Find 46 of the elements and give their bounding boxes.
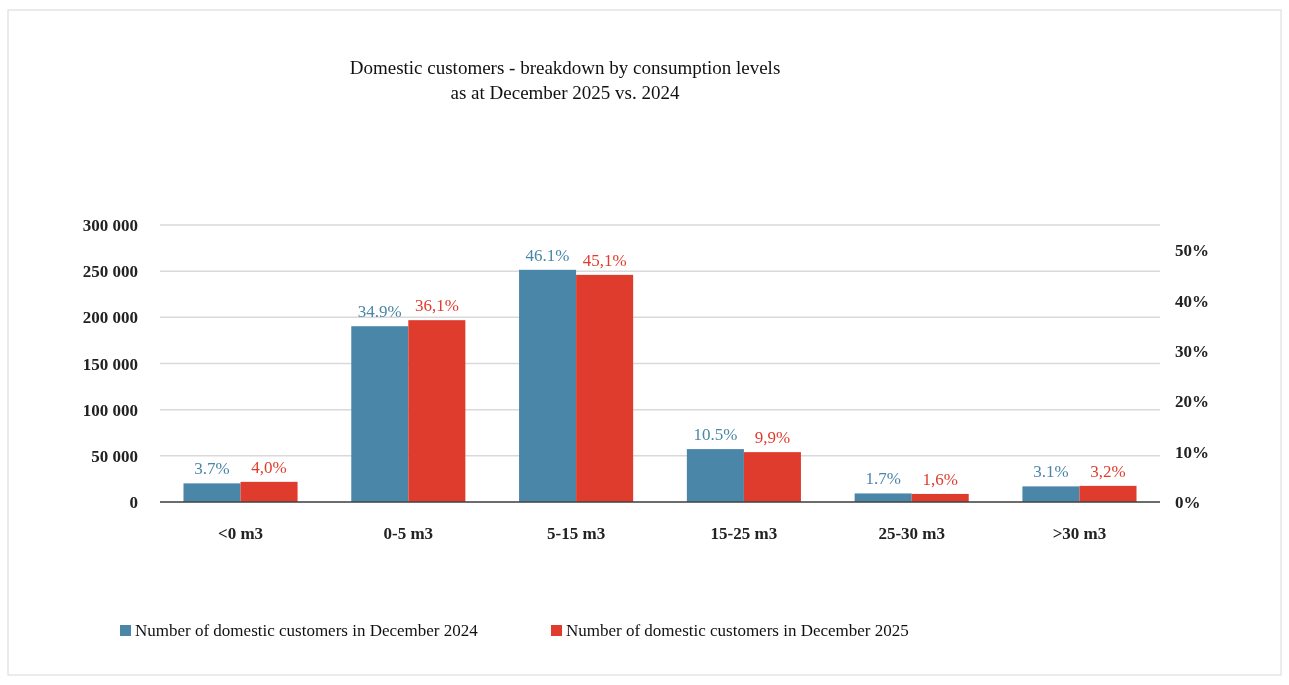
y2-tick-label: 40% <box>1175 291 1209 311</box>
data-label: 34.9% <box>357 302 402 322</box>
bar <box>240 481 298 502</box>
bar <box>576 274 634 502</box>
y-tick-label: 100 000 <box>82 400 138 420</box>
chart-subtitle: as at December 2025 vs. 2024 <box>450 82 680 103</box>
bar <box>183 483 241 502</box>
data-label: 46.1% <box>525 245 570 265</box>
data-label: 9,9% <box>754 428 791 448</box>
x-tick-label: 0-5 m3 <box>383 524 434 543</box>
x-tick-label: >30 m3 <box>1052 524 1107 543</box>
x-tick-label: 25-30 m3 <box>878 524 945 543</box>
data-label: 1,6% <box>922 469 958 489</box>
y-tick-label: 300 000 <box>82 216 138 235</box>
y-tick-label: 50 000 <box>91 446 138 466</box>
x-tick-label: <0 m3 <box>217 524 264 543</box>
data-label: 3,2% <box>1090 461 1126 481</box>
bar <box>686 449 744 502</box>
bar <box>1022 486 1080 502</box>
x-tick-label: 5-15 m3 <box>547 524 606 543</box>
y2-tick-label: 10% <box>1175 442 1209 462</box>
data-label: 3.7% <box>194 459 230 479</box>
data-label: 45,1% <box>582 250 627 270</box>
chart-title: Domestic customers - breakdown by consumption levels <box>349 57 781 78</box>
legend-label: Number of domestic customers in December 2025 <box>566 621 909 640</box>
data-label: 1.7% <box>865 469 901 489</box>
y2-tick-label: 0% <box>1175 493 1201 512</box>
y2-tick-label: 50% <box>1175 241 1209 261</box>
bar <box>1079 485 1137 502</box>
data-label: 36,1% <box>414 296 459 316</box>
data-label: 3.1% <box>1033 462 1069 482</box>
y2-tick-label: 20% <box>1175 392 1209 412</box>
y-tick-label: 0 <box>129 493 138 512</box>
bar <box>351 326 409 502</box>
data-label: 10.5% <box>693 425 738 445</box>
bar <box>743 452 801 502</box>
y-tick-label: 200 000 <box>82 308 138 328</box>
legend-label: Number of domestic customers in December 2024 <box>135 621 479 640</box>
bar <box>408 320 466 502</box>
x-tick-label: 15-25 m3 <box>710 524 778 543</box>
y-tick-label: 250 000 <box>82 262 138 282</box>
data-label: 4,0% <box>251 457 287 477</box>
bar <box>854 493 912 502</box>
y-tick-label: 150 000 <box>82 354 138 374</box>
y2-tick-label: 30% <box>1175 341 1209 361</box>
bar <box>519 269 577 502</box>
